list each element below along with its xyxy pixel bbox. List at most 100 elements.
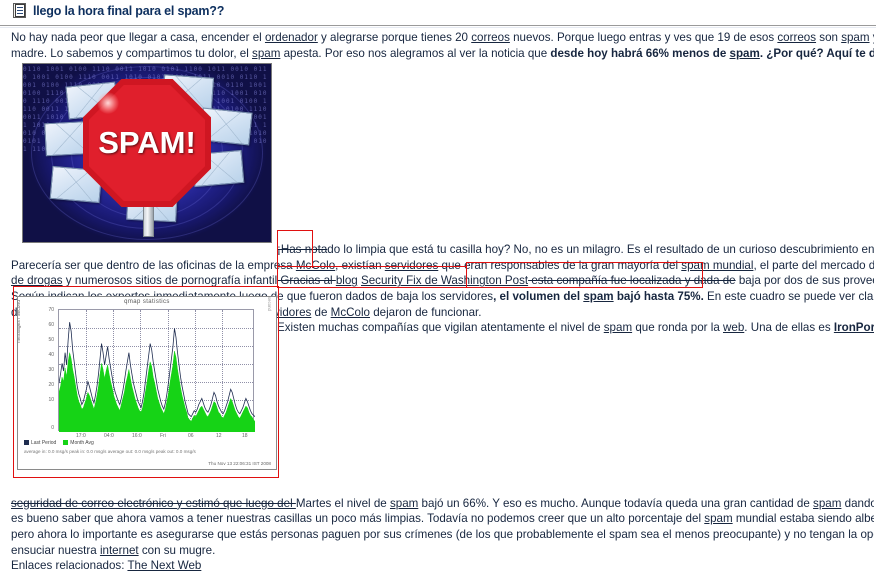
header-divider-secondary xyxy=(0,27,876,28)
text-line: seguridad de correo electrónico y estimó… xyxy=(11,496,874,512)
x-tick-label: 18 xyxy=(242,433,248,439)
text-run: y numerosos sitios de pornografía infant… xyxy=(62,274,278,288)
legend-label: Month Avg xyxy=(70,440,94,446)
link-spam-2[interactable]: spam xyxy=(252,46,281,60)
link-de-drogas[interactable]: de drogas xyxy=(11,274,63,288)
chart-timestamp: Thu Nov 13 22:06:31 IST 2008 xyxy=(208,461,271,466)
text-line: madre. Lo sabemos y compartimos tu dolor… xyxy=(11,46,874,62)
chart-right-axis-caption: bits per second xyxy=(267,296,272,311)
chart-footnote: average in: 0.0 msg/s peak in: 0.0 msg/s… xyxy=(24,449,196,454)
link-spam-5[interactable]: spam xyxy=(813,496,842,510)
y-tick-label: 0 xyxy=(51,425,54,431)
link-spam-mundial[interactable]: spam mundial xyxy=(681,258,754,272)
x-tick-label: 06 xyxy=(188,433,194,439)
text-line: ¡Has nota¡Has notado lo limpia que está … xyxy=(277,242,874,258)
x-tick-label: 17:0 xyxy=(76,433,86,439)
link-web[interactable]: web xyxy=(723,321,745,335)
page-title: llego la hora final para el spam?? xyxy=(33,3,225,18)
text-line: No hay nada peor que llegar a casa, ence… xyxy=(11,30,874,46)
link-spam-1[interactable]: spam xyxy=(841,31,870,44)
link-mccolo-1[interactable]: McColo xyxy=(295,258,336,272)
text-run: . Una de ellas es xyxy=(744,321,834,335)
link-internet[interactable]: internet xyxy=(99,543,139,557)
link-blog[interactable]: blog xyxy=(335,274,358,288)
text-run: Existen muchas compañías que vigilan ate… xyxy=(277,321,604,335)
strikethrough-run: Gracias al xyxy=(277,274,336,288)
text-run: apesta. Por eso nos alegramos al ver la … xyxy=(280,46,551,60)
text-run: do lo limpia que está tu casilla hoy? No… xyxy=(327,243,874,257)
text-line: Existen muchas compañías que vigilan ate… xyxy=(277,320,874,336)
text-run: pero ahora lo importante es asegurarse q… xyxy=(11,527,874,541)
text-line: ensuciar nuestra internet con su mugre. xyxy=(11,543,874,559)
spam-stop-sign-image: 0110 1001 0100 1110 0011 1010 0101 1100 … xyxy=(22,63,272,243)
link-correos-1[interactable]: correos xyxy=(471,31,510,44)
bold-run: bajó hasta 75%. xyxy=(613,289,704,303)
text-run: madre. Lo sabemos y compartimos tu dolor… xyxy=(11,46,253,60)
text-run: nuevos. Porque luego entras y ves que 19… xyxy=(509,31,778,44)
chart-series-svg xyxy=(59,322,255,432)
paragraph-companies-head: Existen muchas compañías que vigilan ate… xyxy=(0,320,876,336)
bold-run: , el volumen del xyxy=(493,289,584,303)
chart-title: qmap statistics xyxy=(124,299,170,305)
text-run: y el otro es xyxy=(870,31,874,44)
link-spam-3[interactable]: spam xyxy=(603,321,633,335)
strikethrough-run: esta compañía fue localizada y dada de xyxy=(528,274,736,288)
link-the-next-web[interactable]: The Next Web xyxy=(127,559,202,573)
text-line: es bueno saber que ahora vamos a tener n… xyxy=(11,511,874,527)
link-ordenador[interactable]: ordenador xyxy=(264,31,318,44)
x-tick-label: Fri xyxy=(160,433,166,439)
link-mccolo-2[interactable]: McColo xyxy=(330,305,370,319)
legend-item-last-period: Last Period xyxy=(24,440,56,446)
related-links-label: Enlaces relacionados: xyxy=(11,559,128,573)
text-run: baja por dos de sus proveedores de in xyxy=(738,274,874,288)
line-series-last-period xyxy=(59,322,255,418)
link-servidores-1[interactable]: servidores xyxy=(384,258,439,272)
stop-sign-label: SPAM! xyxy=(98,125,196,160)
text-run: con su mugre. xyxy=(138,543,216,557)
y-tick-label: 70 xyxy=(48,307,54,313)
area-series-month-avg xyxy=(59,351,255,432)
paragraph-intro: No hay nada peor que llegar a casa, ence… xyxy=(0,30,876,61)
text-run: son xyxy=(816,31,842,44)
text-run: de xyxy=(311,305,331,319)
link-spam-bold[interactable]: spam xyxy=(729,46,760,60)
text-line: de drogas y numerosos sitios de pornogra… xyxy=(11,273,874,289)
y-tick-label: 60 xyxy=(48,322,54,328)
chart-y-axis-label: messages / second xyxy=(17,299,22,343)
strikethrough-run: ¡Has nota xyxy=(277,243,328,257)
text-run: dejaron de funcionar. xyxy=(369,305,482,319)
link-spam-6[interactable]: spam xyxy=(704,512,733,526)
x-tick-label: 16:0 xyxy=(132,433,142,439)
link-correos-2[interactable]: correos xyxy=(777,31,817,44)
x-tick-label: 04:0 xyxy=(104,433,114,439)
chart-plot-area xyxy=(58,309,255,432)
paragraph-companies: seguridad de correo electrónico y estimó… xyxy=(0,496,876,574)
paragraph-discovery-first-line: ¡Has nota¡Has notado lo limpia que está … xyxy=(0,242,876,258)
text-run: . ¿Por qué? Aquí te diremos. xyxy=(759,46,874,60)
text-run: mundial estaba siendo albergado en un xyxy=(735,512,874,526)
link-security-fix[interactable]: Security Fix de Washington Post xyxy=(360,274,529,288)
text-run: bajó un 66%. Y eso es mucho. Aunque toda… xyxy=(418,496,814,510)
y-tick-label: 30 xyxy=(48,367,54,373)
link-spam-bold-2[interactable]: spam xyxy=(583,289,614,303)
text-run: Parecería ser que dentro de las oficinas… xyxy=(11,258,296,272)
text-run: , el parte del mercado de prescripcion xyxy=(753,258,874,272)
text-run: En este cuadro se puede ver claramente xyxy=(707,289,874,303)
text-run: dando vueltas por xyxy=(844,496,874,510)
text-run: que eran responsables de la gran mayoría… xyxy=(438,258,682,272)
y-tick-label: 40 xyxy=(48,352,54,358)
text-line: Parecería ser que dentro de las oficinas… xyxy=(11,258,874,274)
document-icon xyxy=(13,3,26,18)
related-links-line: Enlaces relacionados: The Next Web xyxy=(11,558,874,574)
chart-legend: Last Period Month Avg xyxy=(24,440,94,446)
page-header: llego la hora final para el spam?? xyxy=(0,0,876,21)
strikethrough-run: seguridad de correo electrónico y estimó… xyxy=(11,496,296,510)
link-ironport[interactable]: IronPort xyxy=(833,321,874,335)
y-tick-label: 10 xyxy=(48,397,54,403)
text-run: , existían xyxy=(335,258,385,272)
x-tick-label: 12 xyxy=(216,433,222,439)
text-run: y alegrarse porque tienes 20 xyxy=(317,31,472,44)
spam-volume-chart: qmap statistics messages / second 70 60 … xyxy=(17,296,277,470)
y-tick-label: 20 xyxy=(48,382,54,388)
link-spam-4[interactable]: spam xyxy=(389,496,419,510)
